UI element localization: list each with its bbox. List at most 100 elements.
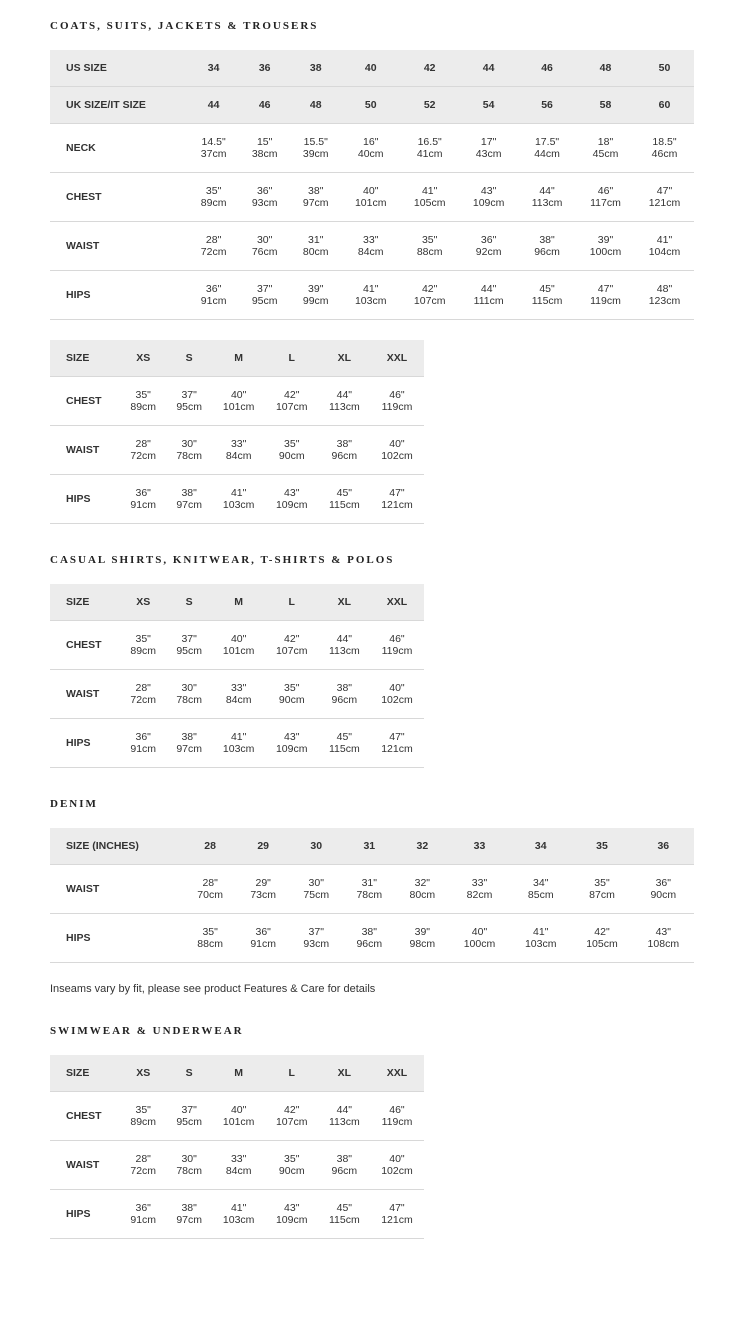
table-cell: 40"102cm [370, 670, 423, 719]
cell-cm: 84cm [218, 450, 259, 462]
table-cell: 40"101cm [341, 173, 400, 222]
table-cell: 48"123cm [635, 271, 694, 320]
table-cell: 45"115cm [318, 719, 370, 768]
cell-inches: 47" [641, 185, 688, 197]
cell-inches: 28" [126, 1153, 160, 1165]
size-guide-container: COATS, SUITS, JACKETS & TROUSERSUS SIZE3… [50, 20, 694, 1239]
table-cell: 45"115cm [318, 475, 370, 524]
table-header-cell: XS [120, 1055, 166, 1092]
cell-cm: 102cm [376, 450, 417, 462]
table-cell: 40"101cm [212, 1092, 265, 1141]
cell-cm: 109cm [465, 197, 512, 209]
cell-inches: 28" [126, 682, 160, 694]
row-label: WAIST [50, 670, 120, 719]
cell-cm: 91cm [126, 743, 160, 755]
cell-inches: 44" [324, 633, 364, 645]
cell-cm: 93cm [245, 197, 284, 209]
row-label: HIPS [50, 475, 120, 524]
cell-cm: 123cm [641, 295, 688, 307]
table-header-row: US SIZE343638404244464850 [50, 50, 694, 87]
size-table: SIZE (INCHES)282930313233343536WAIST28"7… [50, 828, 694, 963]
cell-inches: 39" [296, 283, 335, 295]
cell-cm: 92cm [465, 246, 512, 258]
row-label: NECK [50, 124, 188, 173]
cell-inches: 16" [347, 136, 394, 148]
cell-cm: 97cm [172, 743, 206, 755]
table-cell: 39"99cm [290, 271, 341, 320]
table-cell: 28"72cm [120, 1141, 166, 1190]
cell-cm: 107cm [271, 645, 312, 657]
table-cell: 35"90cm [265, 670, 318, 719]
table-cell: 42"107cm [265, 377, 318, 426]
table-cell: 46"119cm [370, 1092, 423, 1141]
cell-inches: 18.5" [641, 136, 688, 148]
cell-cm: 121cm [376, 499, 417, 511]
cell-cm: 100cm [582, 246, 629, 258]
table-header-cell: 36 [239, 50, 290, 87]
table-header-cell: 46 [518, 50, 576, 87]
table-cell: 35"87cm [571, 865, 632, 914]
table-cell: 30"76cm [239, 222, 290, 271]
table-cell: 28"72cm [120, 670, 166, 719]
cell-inches: 36" [639, 877, 688, 889]
table-cell: 34"85cm [510, 865, 571, 914]
cell-cm: 121cm [641, 197, 688, 209]
cell-cm: 115cm [524, 295, 570, 307]
table-cell: 17"43cm [459, 124, 518, 173]
table-header-cell: 38 [290, 50, 341, 87]
table-row: CHEST35"89cm37"95cm40"101cm42"107cm44"11… [50, 1092, 424, 1141]
table-cell: 18.5"46cm [635, 124, 694, 173]
table-cell: 46"117cm [576, 173, 635, 222]
cell-inches: 40" [218, 389, 259, 401]
cell-cm: 75cm [296, 889, 337, 901]
table-cell: 47"121cm [635, 173, 694, 222]
table-cell: 15.5"39cm [290, 124, 341, 173]
table-header-cell: UK SIZE/IT SIZE [50, 87, 188, 124]
table-header-cell: 40 [341, 50, 400, 87]
table-header-cell: 28 [184, 828, 237, 865]
table-header-cell: XL [318, 1055, 370, 1092]
table-cell: 47"121cm [370, 475, 423, 524]
cell-inches: 41" [347, 283, 394, 295]
cell-cm: 85cm [516, 889, 565, 901]
cell-cm: 115cm [324, 1214, 364, 1226]
cell-cm: 78cm [349, 889, 390, 901]
table-cell: 39"100cm [576, 222, 635, 271]
cell-inches: 35" [577, 877, 626, 889]
cell-inches: 40" [455, 926, 504, 938]
table-cell: 37"95cm [166, 377, 212, 426]
row-label: CHEST [50, 621, 120, 670]
cell-inches: 36" [126, 487, 160, 499]
table-cell: 30"78cm [166, 670, 212, 719]
cell-cm: 101cm [218, 1116, 259, 1128]
cell-cm: 101cm [347, 197, 394, 209]
table-header-cell: S [166, 340, 212, 377]
cell-inches: 35" [190, 926, 231, 938]
table-header-row: SIZE (INCHES)282930313233343536 [50, 828, 694, 865]
cell-inches: 46" [376, 389, 417, 401]
cell-cm: 87cm [577, 889, 626, 901]
table-cell: 42"107cm [265, 1092, 318, 1141]
cell-inches: 35" [126, 389, 160, 401]
cell-cm: 113cm [524, 197, 570, 209]
table-header-cell: XXL [370, 340, 423, 377]
table-cell: 30"78cm [166, 1141, 212, 1190]
table-row: WAIST28"72cm30"78cm33"84cm35"90cm38"96cm… [50, 1141, 424, 1190]
table-header-cell: 46 [239, 87, 290, 124]
cell-inches: 43" [465, 185, 512, 197]
cell-inches: 31" [296, 234, 335, 246]
cell-cm: 101cm [218, 401, 259, 413]
cell-inches: 47" [376, 487, 417, 499]
cell-inches: 45" [324, 731, 364, 743]
table-cell: 43"109cm [265, 719, 318, 768]
table-cell: 38"96cm [318, 426, 370, 475]
table-cell: 36"90cm [633, 865, 694, 914]
row-label: WAIST [50, 1141, 120, 1190]
table-header-cell: L [265, 1055, 318, 1092]
table-cell: 36"91cm [120, 719, 166, 768]
cell-inches: 40" [376, 438, 417, 450]
cell-inches: 38" [349, 926, 390, 938]
table-cell: 38"97cm [166, 719, 212, 768]
cell-inches: 41" [406, 185, 453, 197]
table-cell: 37"95cm [166, 1092, 212, 1141]
